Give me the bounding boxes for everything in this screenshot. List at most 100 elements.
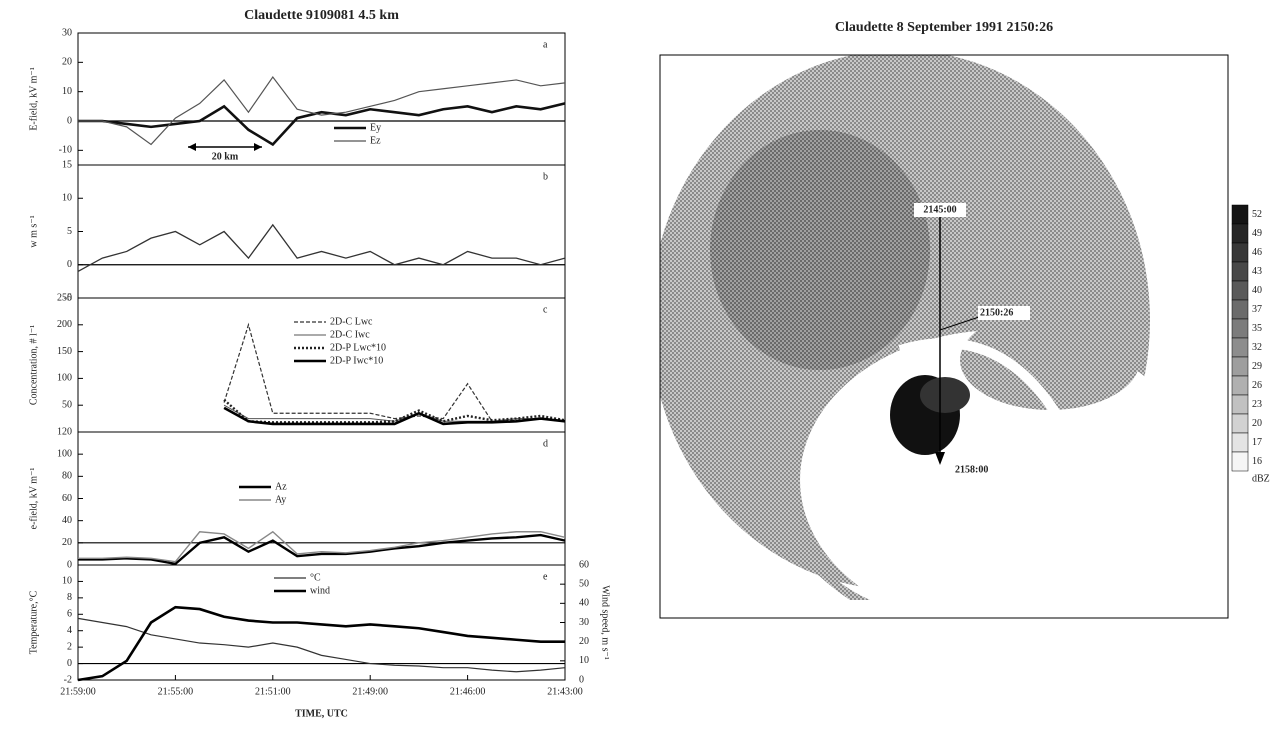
legend-label: 2D-C Lwc xyxy=(330,316,373,327)
colorbar-cell xyxy=(1231,356,1249,377)
y-tick-label: 0 xyxy=(67,658,72,669)
scale-arrowhead xyxy=(188,143,262,151)
legend-label: °C xyxy=(310,572,321,583)
panel-label: c xyxy=(543,304,548,315)
colorbar-tick-label: 16 xyxy=(1252,456,1262,467)
annotation-box xyxy=(978,306,1030,320)
colorbar-tick-label: 26 xyxy=(1252,380,1262,391)
colorbar-cell xyxy=(1231,451,1249,472)
panel-label: b xyxy=(543,171,548,182)
y-tick-label: 0 xyxy=(67,115,72,126)
data-line xyxy=(223,406,566,426)
legend-label: 2D-P Lwc*10 xyxy=(330,342,386,353)
scale-label: 20 km xyxy=(212,151,239,162)
y-tick-label: 120 xyxy=(57,426,72,437)
colorbar-label: dBZ xyxy=(1252,473,1270,484)
y2-axis-label: Wind speed, m s⁻¹ xyxy=(600,585,611,660)
y-tick-label: 100 xyxy=(57,373,72,384)
y-tick-label: 50 xyxy=(62,399,72,410)
y-tick-label: 40 xyxy=(62,515,72,526)
x-tick-label: 21:59:00 xyxy=(60,686,96,697)
y-tick-label: 100 xyxy=(57,448,72,459)
data-line xyxy=(77,617,566,673)
annotation: 2145:00 xyxy=(923,204,956,215)
radar-image xyxy=(660,55,1200,618)
colorbar-cell xyxy=(1231,223,1249,244)
radar-frame xyxy=(659,54,1229,619)
colorbar-cell xyxy=(1231,394,1249,415)
x-tick-label: 21:43:00 xyxy=(547,686,583,697)
y2-tick-label: 40 xyxy=(579,598,589,609)
colorbar-cell xyxy=(1231,318,1249,339)
y-tick-label: -2 xyxy=(64,674,72,685)
y-tick-label: 20 xyxy=(62,537,72,548)
colorbar-tick-label: 32 xyxy=(1252,342,1262,353)
y-tick-label: 8 xyxy=(67,592,72,603)
colorbar-tick-label: 23 xyxy=(1252,399,1262,410)
y-tick-label: 0 xyxy=(67,259,72,270)
y-tick-label: 6 xyxy=(67,609,72,620)
data-line xyxy=(223,322,566,422)
data-line xyxy=(78,533,566,566)
data-line xyxy=(78,75,566,146)
plot-frame xyxy=(77,431,566,566)
x-tick-label: 21:55:00 xyxy=(158,686,194,697)
colorbar-tick-label: 43 xyxy=(1252,266,1262,277)
colorbar-tick-label: 49 xyxy=(1252,228,1262,239)
y2-tick-label: 10 xyxy=(579,655,589,666)
plot-frame xyxy=(77,164,566,299)
y-tick-label: -10 xyxy=(59,145,72,156)
colorbar-tick-label: 29 xyxy=(1252,361,1262,372)
y-axis-label: w m s⁻¹ xyxy=(28,215,39,247)
y-tick-label: 15 xyxy=(62,159,72,170)
y-tick-label: 2 xyxy=(67,641,72,652)
x-tick-label: 21:46:00 xyxy=(450,686,486,697)
chart-title: Claudette 9109081 4.5 km xyxy=(244,8,399,23)
data-line xyxy=(223,398,566,424)
y2-tick-label: 60 xyxy=(579,559,589,570)
y-tick-label: 150 xyxy=(57,346,72,357)
data-line xyxy=(77,605,565,682)
x-tick-label: 21:51:00 xyxy=(255,686,291,697)
colorbar-cell xyxy=(1231,261,1249,282)
legend-label: Ez xyxy=(370,135,381,146)
track-arrow xyxy=(935,452,945,465)
legend-label: Az xyxy=(275,481,287,492)
y-tick-label: 30 xyxy=(62,27,72,38)
y2-tick-label: 0 xyxy=(579,674,584,685)
legend-label: 2D-P Iwc*10 xyxy=(330,355,383,366)
x-axis-label: TIME, UTC xyxy=(295,708,348,719)
data-line xyxy=(78,530,566,563)
annotation-box xyxy=(914,203,966,217)
colorbar-tick-label: 46 xyxy=(1252,247,1262,258)
y-tick-label: 10 xyxy=(62,193,72,204)
x-tick-label: 21:49:00 xyxy=(352,686,388,697)
annotation: 2158:00 xyxy=(955,464,988,475)
y-tick-label: 20 xyxy=(62,57,72,68)
legend-label: Ay xyxy=(275,494,286,505)
colorbar-cell xyxy=(1231,413,1249,434)
colorbar-cell xyxy=(1231,432,1249,453)
panel-label: a xyxy=(543,39,548,50)
colorbar-cell xyxy=(1231,242,1249,263)
colorbar-tick-label: 37 xyxy=(1252,304,1262,315)
colorbar-cell xyxy=(1231,299,1249,320)
y-tick-label: -5 xyxy=(64,292,72,303)
y-tick-label: 4 xyxy=(67,625,72,636)
y-tick-label: 250 xyxy=(57,292,72,303)
y2-tick-label: 50 xyxy=(579,578,589,589)
panel-label: d xyxy=(543,438,548,449)
y-tick-label: 200 xyxy=(57,319,72,330)
y-axis-label: Temperature,°C xyxy=(28,590,39,654)
colorbar-cell xyxy=(1231,204,1249,225)
plot-frame xyxy=(77,297,566,433)
legend-label: wind xyxy=(310,585,330,596)
y-axis-label: Concentration, # l⁻¹ xyxy=(28,325,39,405)
legend-label: Ey xyxy=(370,122,381,133)
colorbar-cell xyxy=(1231,375,1249,396)
y-tick-label: 0 xyxy=(67,559,72,570)
colorbar-tick-label: 17 xyxy=(1252,437,1262,448)
colorbar-tick-label: 35 xyxy=(1252,323,1262,334)
data-line xyxy=(78,102,566,147)
